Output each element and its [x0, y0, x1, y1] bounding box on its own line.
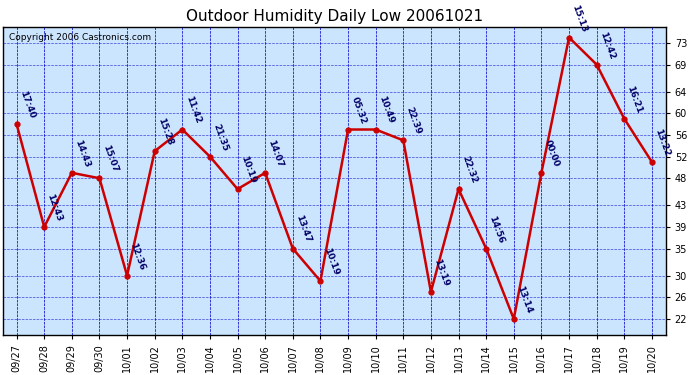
Text: 15:07: 15:07 — [101, 144, 119, 174]
Text: Copyright 2006 Castronics.com: Copyright 2006 Castronics.com — [10, 33, 152, 42]
Text: 12:42: 12:42 — [598, 30, 616, 60]
Text: 22:39: 22:39 — [404, 106, 423, 136]
Text: 13:19: 13:19 — [433, 258, 451, 288]
Text: 10:49: 10:49 — [377, 95, 395, 125]
Text: 13:22: 13:22 — [653, 128, 671, 158]
Text: 11:42: 11:42 — [184, 95, 202, 125]
Text: 21:35: 21:35 — [211, 122, 230, 152]
Text: 12:43: 12:43 — [46, 192, 64, 223]
Text: 00:00: 00:00 — [543, 139, 561, 168]
Text: 14:56: 14:56 — [488, 214, 506, 244]
Text: 14:43: 14:43 — [73, 138, 92, 168]
Text: 10:19: 10:19 — [239, 155, 257, 185]
Text: 15:28: 15:28 — [156, 117, 175, 147]
Text: 13:47: 13:47 — [294, 214, 313, 244]
Text: 05:32: 05:32 — [349, 95, 368, 125]
Text: 17:40: 17:40 — [18, 90, 37, 120]
Text: 12:36: 12:36 — [128, 242, 147, 272]
Title: Outdoor Humidity Daily Low 20061021: Outdoor Humidity Daily Low 20061021 — [186, 9, 483, 24]
Text: 10:19: 10:19 — [322, 247, 340, 277]
Text: 16:21: 16:21 — [626, 84, 644, 114]
Text: 13:14: 13:14 — [515, 285, 533, 315]
Text: 15:13: 15:13 — [571, 3, 589, 33]
Text: 14:07: 14:07 — [266, 138, 285, 168]
Text: 22:32: 22:32 — [460, 155, 478, 185]
